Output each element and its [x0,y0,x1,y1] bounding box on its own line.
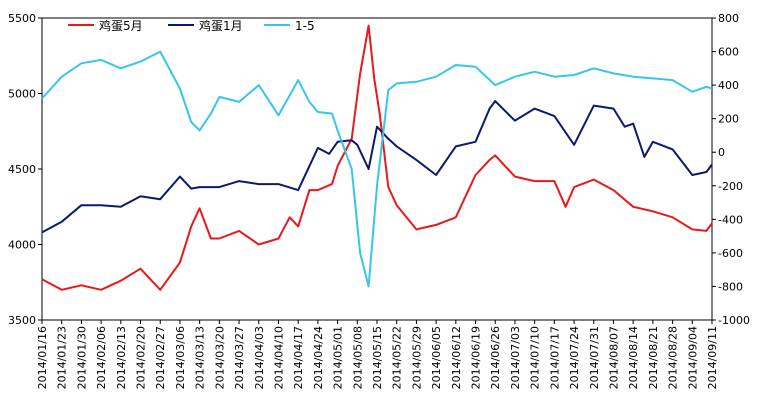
x-tick-label: 2014/04/17 [292,326,305,389]
right-tick-label: 600 [718,46,739,59]
x-tick-label: 2014/06/19 [470,326,483,389]
left-tick-label: 3500 [8,314,36,327]
left-tick-label: 4000 [8,239,36,252]
right-tick-label: -800 [718,280,743,293]
x-tick-label: 2014/05/29 [410,326,423,389]
x-tick-label: 2014/06/05 [430,326,443,389]
x-tick-label: 2014/02/13 [115,326,128,389]
series-line-3 [41,50,713,288]
x-tick-label: 2014/03/20 [213,326,226,389]
x-tick-label: 2014/07/17 [548,326,561,389]
x-tick-label: 2014/03/13 [194,326,207,389]
x-tick-label: 2014/05/15 [371,326,384,389]
x-tick-label: 2014/05/08 [351,326,364,389]
x-tick-label: 2014/01/23 [56,326,69,389]
x-tick-label: 2014/02/06 [95,326,108,389]
left-tick-label: 5000 [8,88,36,101]
x-tick-label: 2014/03/06 [174,326,187,389]
x-tick-label: 2014/07/10 [529,326,542,389]
x-tick-label: 2014/04/10 [272,326,285,389]
x-tick-label: 2014/03/27 [233,326,246,389]
right-tick-label: 800 [718,12,739,25]
right-axis: -1000 -800 -600 -400 -200 0 200 400 600 800 [712,12,750,327]
x-tick-label: 2014/08/14 [627,326,640,389]
plot-frame [41,17,713,321]
x-axis: 2014/01/16 2014/01/23 2014/01/30 2014/02/06… [36,320,719,389]
x-tick-label: 2014/07/24 [568,326,581,389]
x-tick-label: 2014/01/30 [75,326,88,389]
x-tick-label: 2014/07/03 [509,326,522,389]
x-tick-label: 2014/08/07 [607,326,620,389]
x-tick-label: 2014/02/20 [135,326,148,389]
right-tick-label: 0 [718,146,725,159]
series-line-1 [41,24,713,291]
x-tick-label: 2014/05/22 [391,326,404,389]
x-tick-label: 2014/02/27 [154,326,167,389]
x-tick-label: 2014/08/28 [667,326,680,389]
x-tick-label: 2014/01/16 [36,326,49,389]
right-tick-label: 200 [718,113,739,126]
x-tick-label: 2014/05/01 [332,326,345,389]
left-tick-label: 5500 [8,12,36,25]
left-tick-label: 4500 [8,163,36,176]
right-tick-label: -1000 [718,314,750,327]
x-tick-label: 2014/07/31 [588,326,601,389]
legend: 鸡蛋5月 鸡蛋1月 1-5 [68,18,315,33]
plot-area [41,17,713,321]
legend-label: 鸡蛋1月 [199,18,243,33]
right-tick-label: -400 [718,213,743,226]
x-tick-label: 2014/04/03 [253,326,266,389]
legend-label: 鸡蛋5月 [99,18,143,33]
series-line-2 [41,100,713,234]
right-tick-label: 400 [718,79,739,92]
legend-label: 1-5 [295,19,315,33]
x-tick-label: 2014/09/04 [686,326,699,389]
x-tick-label: 2014/09/11 [706,326,719,389]
left-axis: 3500 4000 4500 5000 5500 [8,12,42,327]
x-tick-label: 2014/08/21 [647,326,660,389]
right-tick-label: -200 [718,180,743,193]
x-tick-label: 2014/06/26 [489,326,502,389]
x-tick-label: 2014/06/12 [450,326,463,389]
x-tick-label: 2014/04/24 [312,326,325,389]
right-tick-label: -600 [718,247,743,260]
